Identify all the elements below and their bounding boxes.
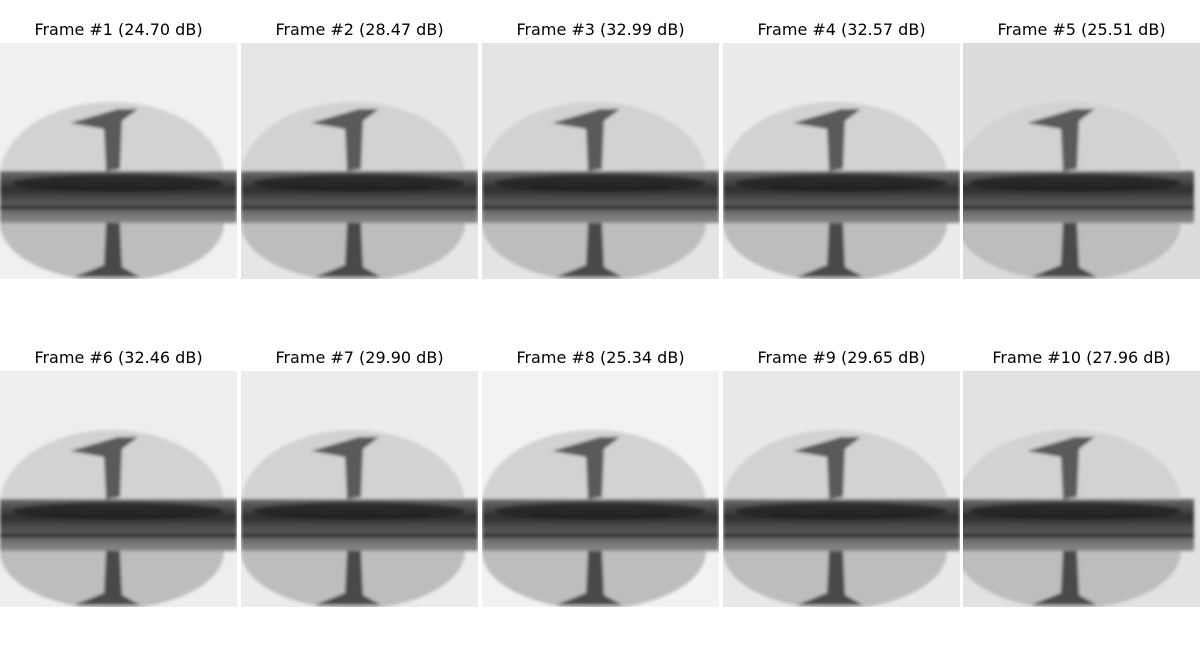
frame-image (482, 43, 719, 279)
droplet-image (241, 371, 478, 607)
frame-title: Frame #1 (24.70 dB) (34, 20, 203, 39)
droplet-image (482, 371, 719, 607)
frame-image (963, 43, 1200, 279)
frame-image (241, 371, 478, 607)
frame-title: Frame #8 (25.34 dB) (516, 348, 685, 367)
frame-title: Frame #5 (25.51 dB) (997, 20, 1166, 39)
frame-title: Frame #10 (27.96 dB) (992, 348, 1171, 367)
droplet-image (241, 43, 478, 279)
frame-title: Frame #4 (32.57 dB) (757, 20, 926, 39)
frame-image (723, 43, 960, 279)
frame-image (0, 371, 237, 607)
droplet-image (482, 43, 719, 279)
frame-image (0, 43, 237, 279)
frame-image (723, 371, 960, 607)
droplet-image (0, 43, 237, 279)
frame-title: Frame #3 (32.99 dB) (516, 20, 685, 39)
frame-image (241, 43, 478, 279)
frame-image (963, 371, 1200, 607)
droplet-image (963, 371, 1200, 607)
frame-title: Frame #6 (32.46 dB) (34, 348, 203, 367)
frame-title: Frame #9 (29.65 dB) (757, 348, 926, 367)
frame-image (482, 371, 719, 607)
frame-title: Frame #2 (28.47 dB) (275, 20, 444, 39)
droplet-image (723, 43, 960, 279)
droplet-image (0, 371, 237, 607)
droplet-image (723, 371, 960, 607)
frame-title: Frame #7 (29.90 dB) (275, 348, 444, 367)
droplet-image (963, 43, 1200, 279)
